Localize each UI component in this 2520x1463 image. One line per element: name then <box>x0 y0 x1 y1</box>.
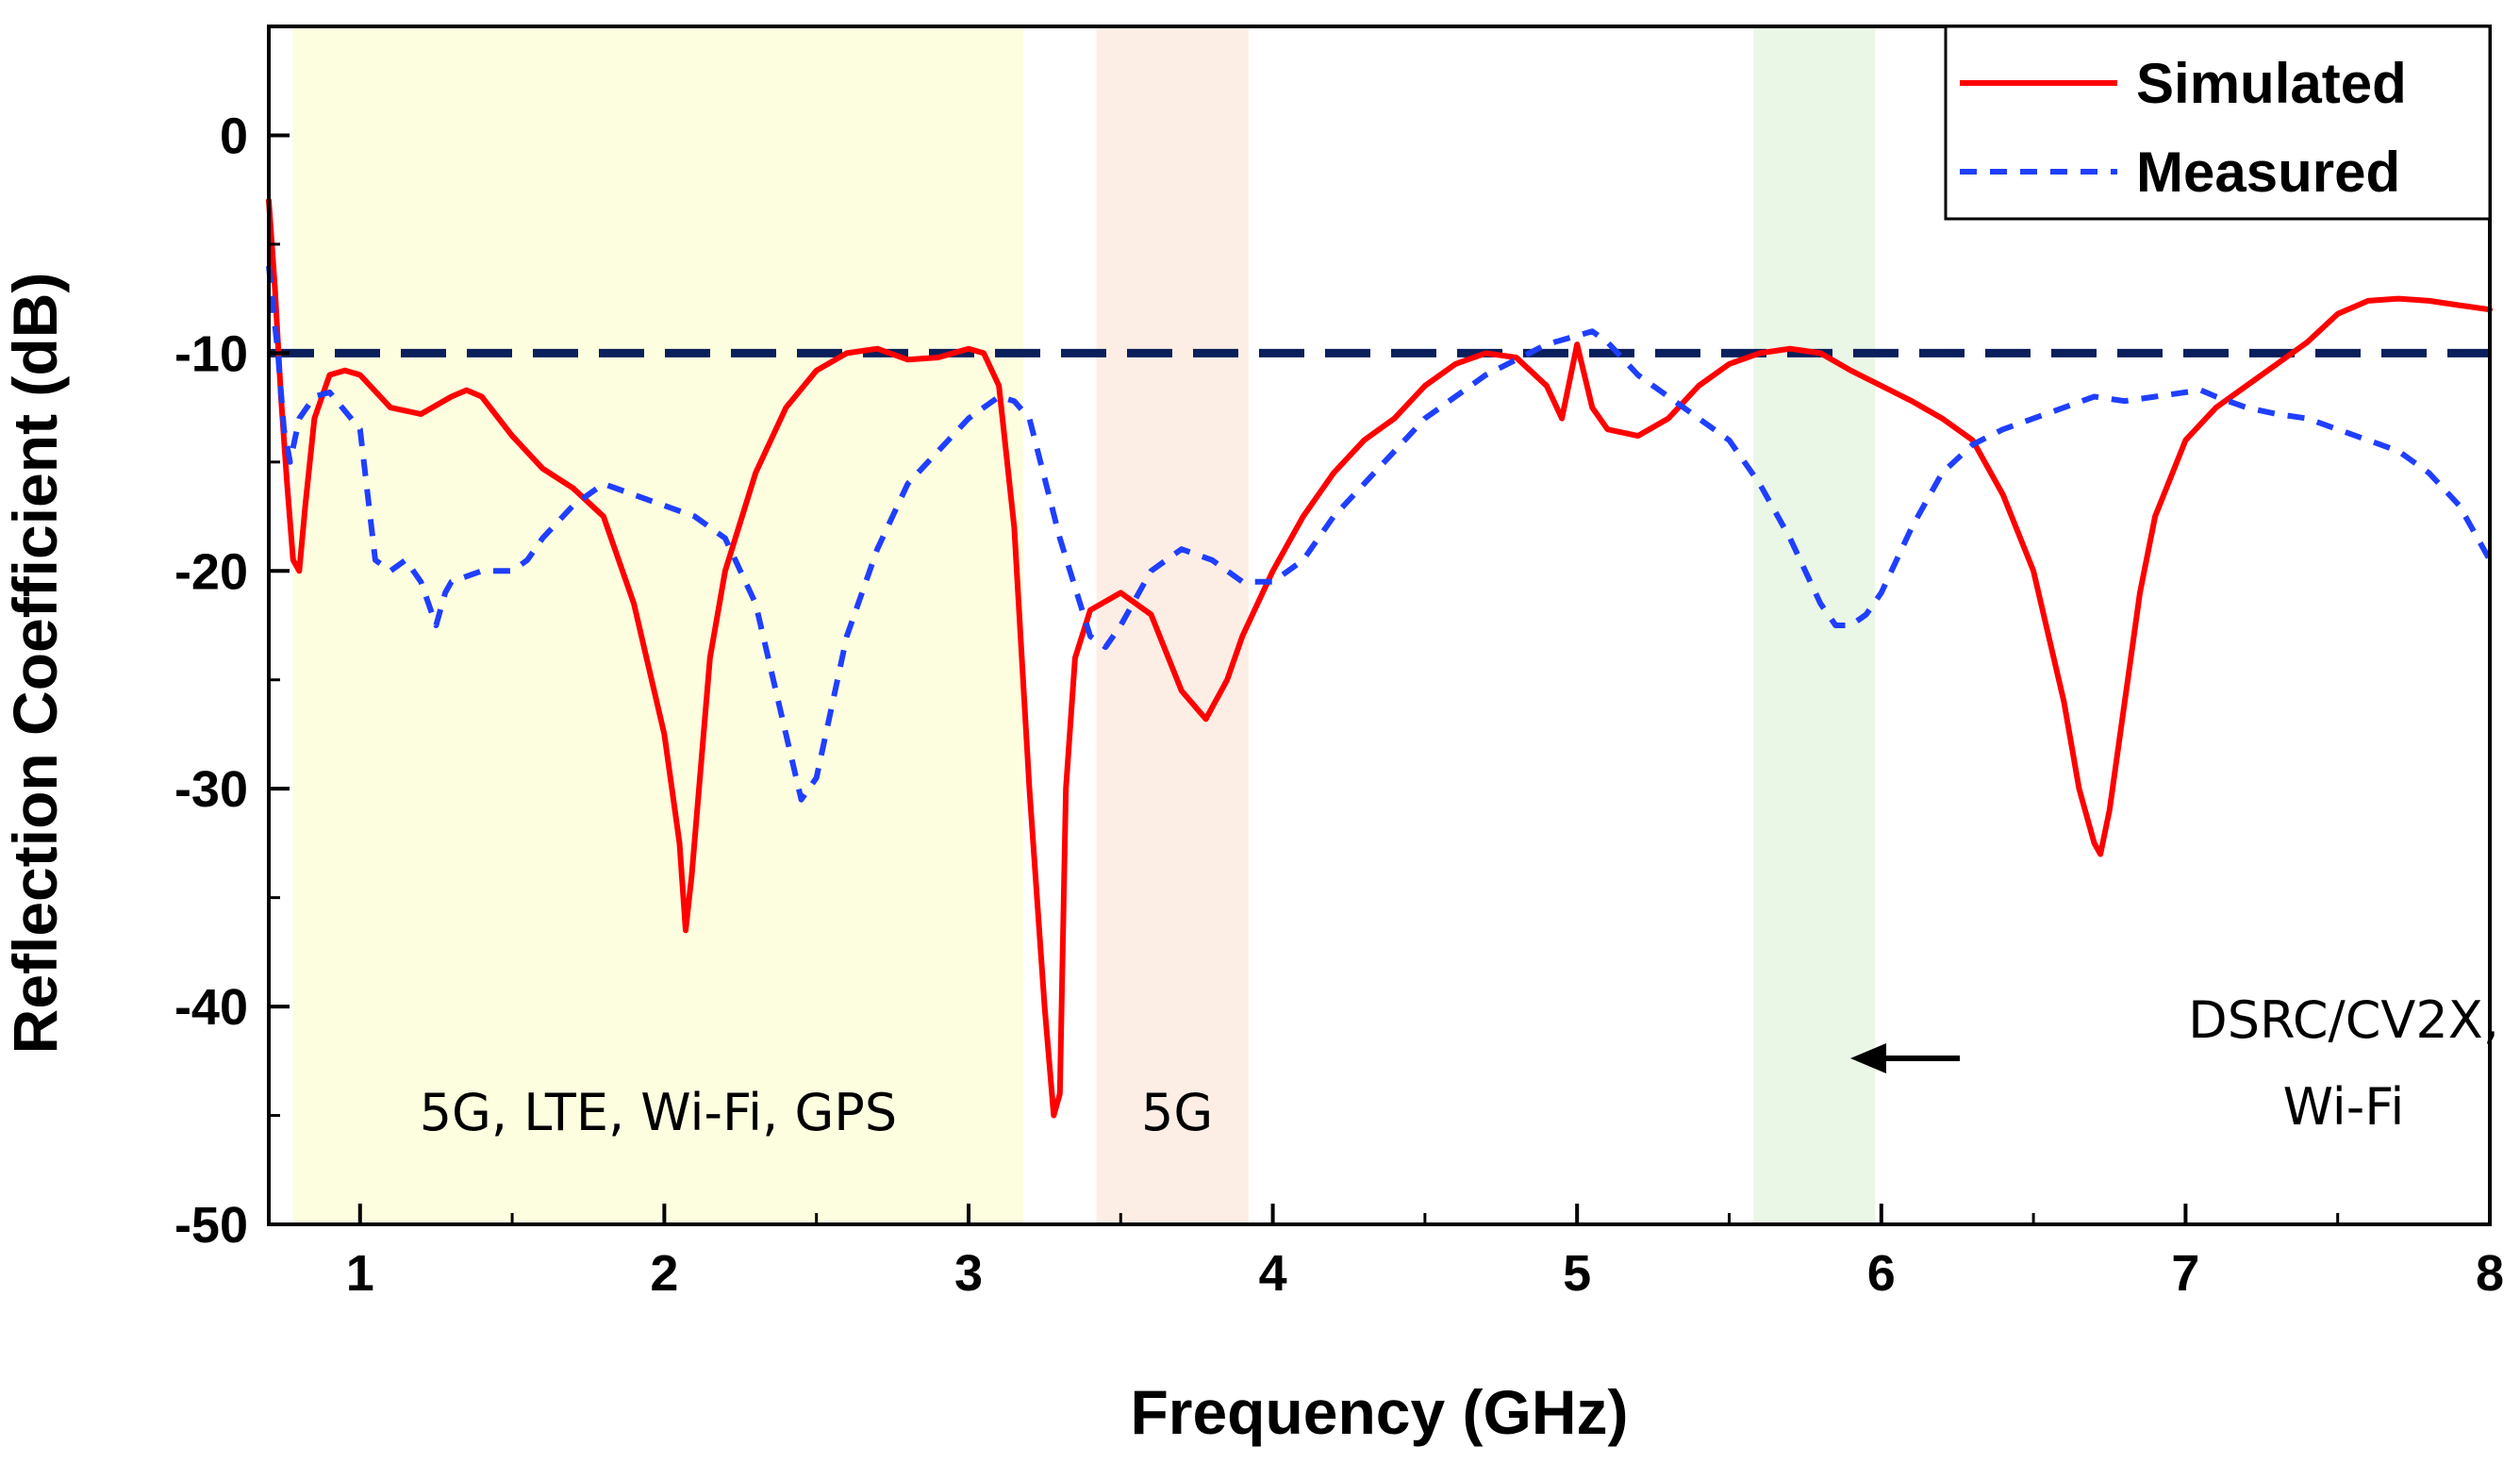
band-5g <box>1096 26 1249 1224</box>
x-axis-title: Frequency (GHz) <box>1130 1377 1628 1447</box>
x-axis-tick-labels: 1 2 3 4 5 6 7 8 <box>346 1245 2504 1302</box>
plot-area-frame <box>267 25 2492 1226</box>
band-label-5g-lte-wifi-gps: 5G, LTE, Wi-Fi, GPS <box>420 1083 897 1142</box>
y-tick-label: -50 <box>174 1197 248 1254</box>
y-tick-label: -30 <box>174 761 248 818</box>
y-tick-label: 0 <box>220 108 248 164</box>
series-line-simulated <box>266 197 2493 1119</box>
series-line-measured <box>266 265 2493 803</box>
band-pointer-arrow <box>1850 1043 1960 1073</box>
band-label-dsrc-line1: DSRC/CV2X, <box>2188 990 2499 1050</box>
y-axis-title: Reflection Coefficient (dB) <box>0 273 70 1055</box>
band-5g-lte-wifi-gps <box>292 26 1024 1224</box>
y-tick-label: -40 <box>174 979 248 1036</box>
x-tick-label: 5 <box>1563 1245 1591 1302</box>
legend-box <box>1944 25 2492 221</box>
axis-ticks <box>269 133 2492 1226</box>
frequency-bands <box>292 26 1876 1224</box>
x-tick-label: 3 <box>954 1245 983 1302</box>
band-label-dsrc-line2: Wi-Fi <box>2283 1077 2405 1137</box>
series-layer <box>266 197 2493 1119</box>
x-tick-label: 1 <box>346 1245 374 1302</box>
x-tick-label: 6 <box>1867 1245 1896 1302</box>
arrow-head-icon <box>1850 1043 1886 1073</box>
legend-label-simulated: Simulated <box>2136 52 2407 115</box>
x-tick-label: 2 <box>650 1245 678 1302</box>
band-label-5g: 5G <box>1141 1083 1213 1142</box>
legend: Simulated Measured <box>1944 25 2492 221</box>
y-axis-tick-labels: 0 -10 -20 -30 -40 -50 <box>174 108 248 1254</box>
legend-label-measured: Measured <box>2136 141 2400 204</box>
y-tick-label: -20 <box>174 543 248 600</box>
band-labels: 5G, LTE, Wi-Fi, GPS 5G DSRC/CV2X, Wi-Fi <box>420 990 2499 1142</box>
band-dsrc-cv2x-wifi <box>1753 26 1876 1224</box>
y-tick-label: -10 <box>174 325 248 382</box>
x-tick-label: 8 <box>2476 1245 2504 1302</box>
x-tick-label: 7 <box>2171 1245 2199 1302</box>
x-tick-label: 4 <box>1259 1245 1287 1302</box>
